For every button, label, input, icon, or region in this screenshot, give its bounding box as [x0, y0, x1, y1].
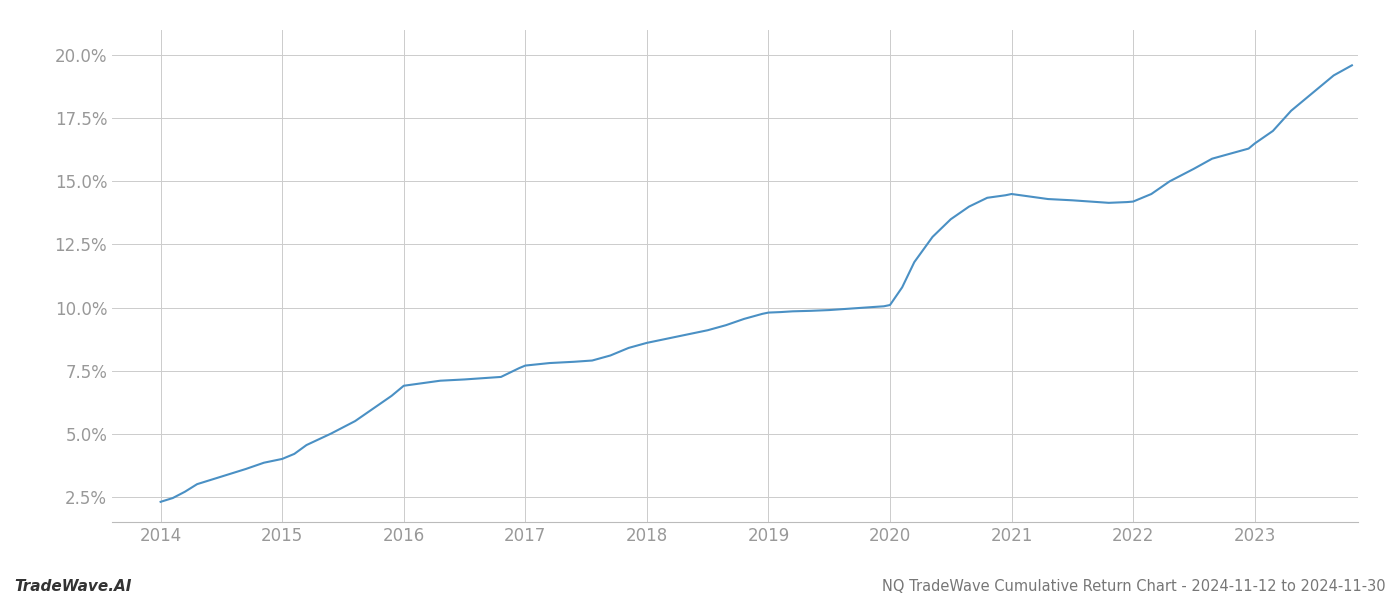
- Text: NQ TradeWave Cumulative Return Chart - 2024-11-12 to 2024-11-30: NQ TradeWave Cumulative Return Chart - 2…: [882, 579, 1386, 594]
- Text: TradeWave.AI: TradeWave.AI: [14, 579, 132, 594]
